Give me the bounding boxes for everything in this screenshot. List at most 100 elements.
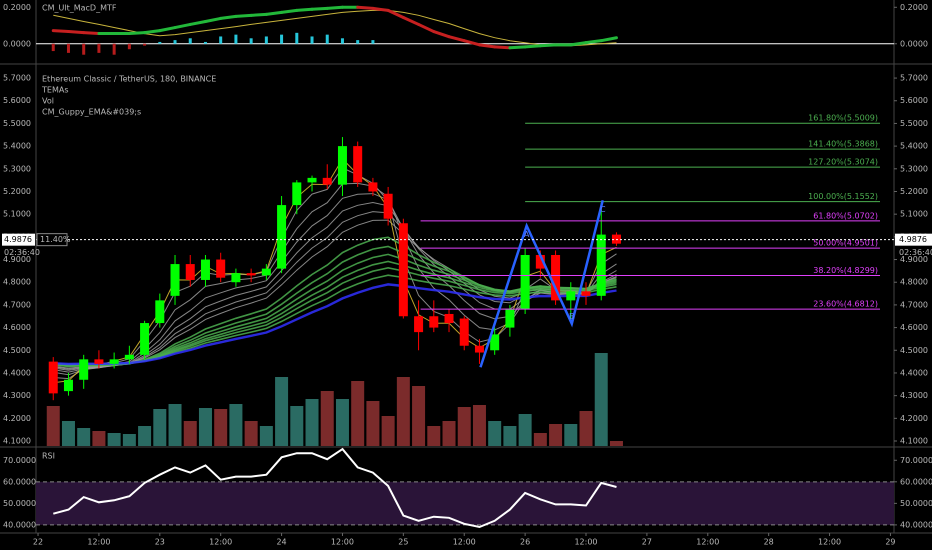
volume-bar <box>61 421 75 446</box>
volume-bar <box>305 399 319 446</box>
histogram-bar <box>203 41 207 44</box>
candle-body <box>581 291 591 296</box>
histogram-bar <box>356 40 360 44</box>
y-tick-label: 5.1000 <box>3 210 31 219</box>
pattern-label: A <box>524 230 530 239</box>
macd-segment <box>325 5 344 10</box>
last-price-box <box>895 233 932 246</box>
fib-label: 127.20%(5.3074) <box>808 158 878 167</box>
volume-bar <box>138 426 152 446</box>
y-tick-label: 4.1000 <box>3 437 31 446</box>
candle-body <box>490 334 500 351</box>
histogram-bar <box>340 38 344 44</box>
fib-label: 61.80%(5.0702) <box>813 211 878 220</box>
volume-bar <box>122 434 136 446</box>
volume-bar <box>457 407 471 446</box>
y-tick-label: 4.3000 <box>3 391 31 400</box>
indicator-label: TEMAs <box>41 86 68 95</box>
macd-segment <box>51 29 70 34</box>
candle-body <box>124 354 134 360</box>
y-tick-label: 4.2000 <box>3 414 31 423</box>
macd-segment <box>523 44 542 49</box>
candle-body <box>505 309 515 328</box>
y-tick-label: 4.7000 <box>3 300 31 309</box>
fib-label: 50.00%(4.9501) <box>813 239 878 248</box>
y-tick-label: 5.2000 <box>3 187 31 196</box>
macd-segment <box>310 6 329 11</box>
macd-segment <box>538 43 558 48</box>
volume-bar <box>244 421 258 446</box>
y-tick-label: 60.0000 <box>3 477 36 486</box>
volume-bar <box>579 411 593 446</box>
histogram-bar <box>280 34 284 44</box>
macd-segment <box>219 14 238 20</box>
histogram-bar <box>158 41 162 44</box>
candle-body <box>520 255 530 310</box>
volume-bar <box>564 424 578 446</box>
y-tick-label: 50.0000 <box>3 499 36 508</box>
candle-body <box>277 205 287 269</box>
y-tick-label: 4.3000 <box>900 391 928 400</box>
histogram-bar <box>66 43 70 53</box>
volume-bar <box>320 391 334 446</box>
volume-bar <box>381 416 395 446</box>
macd-segment <box>249 12 268 17</box>
y-tick-label: 50.0000 <box>900 499 932 508</box>
countdown-label: 02:36:40 <box>899 248 932 257</box>
macd-segment <box>477 43 497 49</box>
pattern-label: B <box>569 312 575 321</box>
macd-segment <box>66 30 86 35</box>
y-tick-label: 5.6000 <box>900 96 928 105</box>
candle-body <box>216 259 226 278</box>
candle-body <box>292 182 302 206</box>
volume-bar <box>442 421 456 446</box>
macd-segment <box>569 41 588 47</box>
candle-body <box>94 359 104 364</box>
candle-body <box>337 146 347 185</box>
last-price-label: 4.9876 <box>899 235 927 244</box>
histogram-bar <box>97 43 101 53</box>
volume-bar <box>518 414 532 446</box>
candle-body <box>596 234 606 296</box>
volume-bar <box>229 404 243 446</box>
volume-bar <box>427 426 441 446</box>
volume-bar <box>153 409 167 446</box>
y-tick-label: 70.0000 <box>3 456 36 465</box>
histogram-bar <box>295 32 299 44</box>
histogram-bar <box>112 43 116 55</box>
x-tick-label: 12:00 <box>331 538 354 547</box>
candle-body <box>444 313 454 324</box>
y-tick-label: 4.4000 <box>3 368 31 377</box>
macd-segment <box>508 45 527 50</box>
histogram-bar <box>143 43 147 46</box>
volume-bar <box>533 433 547 446</box>
candle-body <box>48 361 58 394</box>
y-tick-label: 70.0000 <box>900 456 932 465</box>
candle-body <box>261 268 271 276</box>
y-tick-label: 5.3000 <box>900 164 928 173</box>
change-label: 11.40% <box>40 235 71 244</box>
y-tick-label: 4.5000 <box>3 346 31 355</box>
x-tick-label: 12:00 <box>87 538 110 547</box>
y-tick-label: 4.9000 <box>3 255 31 264</box>
candle-body <box>200 259 210 280</box>
candle-body <box>474 345 484 353</box>
y-tick-label: 5.7000 <box>3 74 31 83</box>
x-tick-label: 28 <box>764 538 774 547</box>
macd-segment <box>599 36 618 43</box>
y-tick-label: 4.4000 <box>900 368 928 377</box>
candle-body <box>79 359 89 380</box>
volume-bar <box>351 381 365 446</box>
signal-line <box>53 9 617 47</box>
y-tick-label: 4.1000 <box>900 437 928 446</box>
fib-label: 100.00%(5.1552) <box>808 192 878 201</box>
harmonic-pattern <box>479 200 604 368</box>
volume-bar <box>472 405 486 446</box>
y-tick-label: 0.0000 <box>3 39 31 48</box>
volume-bar <box>183 421 197 446</box>
indicator-label: CM_Guppy_EMA&#039;s <box>42 108 141 117</box>
x-tick-label: 24 <box>276 538 286 547</box>
volume-bar <box>609 441 623 446</box>
volume-bar <box>290 406 304 446</box>
y-tick-label: 40.0000 <box>3 520 36 529</box>
